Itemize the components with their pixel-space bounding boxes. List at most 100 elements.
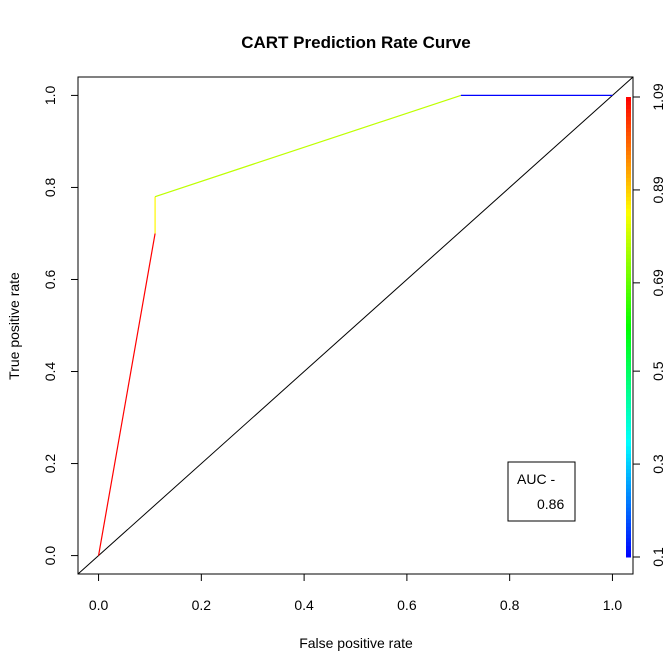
colorbar-segment (626, 330, 631, 336)
colorbar-segment (626, 139, 631, 144)
colorbar-segment (626, 154, 631, 159)
colorbar-segment (626, 373, 631, 378)
colorbar-segment (626, 304, 631, 309)
colorbar-segment (626, 346, 631, 351)
colorbar-segment (626, 537, 631, 543)
colorbar-tick-label: 0.5 (650, 361, 666, 381)
colorbar-segment (626, 399, 631, 405)
colorbar-segment (626, 499, 631, 504)
colorbar-segment (626, 173, 631, 178)
colorbar-segment (626, 453, 631, 458)
colorbar-segment (626, 189, 631, 194)
colorbar-segment (626, 403, 631, 408)
x-tick-label: 0.6 (397, 597, 417, 613)
x-tick-label: 0.2 (192, 597, 212, 613)
colorbar-segment (626, 503, 631, 508)
colorbar-segment (626, 465, 631, 470)
colorbar-segment (626, 380, 631, 385)
colorbar-segment (626, 384, 631, 389)
colorbar-segment (626, 100, 631, 106)
colorbar-segment (626, 127, 631, 132)
colorbar-segment (626, 430, 631, 435)
legend-line-1: AUC - (517, 471, 555, 487)
colorbar-segment (626, 258, 631, 263)
colorbar-segment (626, 480, 631, 485)
colorbar-segment (626, 311, 631, 316)
colorbar-segment (626, 112, 631, 117)
colorbar-segment (626, 307, 631, 313)
colorbar-segment (626, 338, 631, 343)
colorbar-segment (626, 350, 631, 355)
colorbar-segment (626, 518, 631, 523)
colorbar-segment (626, 235, 631, 240)
colorbar-segment (626, 472, 631, 477)
y-tick-label: 1.0 (42, 85, 58, 105)
colorbar-segment (626, 484, 631, 489)
colorbar-segment (626, 422, 631, 428)
colorbar-segment (626, 215, 631, 221)
colorbar-segment (626, 273, 631, 278)
colorbar-segment (626, 361, 631, 366)
colorbar-segment (626, 353, 631, 359)
colorbar-segment (626, 369, 631, 374)
colorbar-segment (626, 396, 631, 401)
colorbar-segment (626, 196, 631, 201)
legend-box (507, 461, 576, 522)
colorbar-segment (626, 208, 631, 213)
colorbar-segment (626, 426, 631, 431)
colorbar-segment (626, 388, 631, 393)
colorbar-segment (626, 123, 631, 129)
colorbar-segment (626, 541, 631, 546)
chart-title: CART Prediction Rate Curve (241, 33, 471, 52)
colorbar-segment (626, 284, 631, 290)
colorbar-segment (626, 357, 631, 362)
colorbar-segment (626, 181, 631, 186)
x-axis-label: False positive rate (299, 635, 413, 651)
colorbar-segment (626, 227, 631, 232)
colorbar-segment (626, 135, 631, 140)
colorbar-segment (626, 131, 631, 136)
colorbar-segment (626, 204, 631, 209)
colorbar-segment (626, 219, 631, 224)
x-axis: 0.0 0.2 0.4 0.6 0.8 1.0 (89, 573, 623, 613)
colorbar-segment (626, 296, 631, 301)
colorbar-segment (626, 177, 631, 182)
colorbar-segment (626, 166, 631, 171)
colorbar-segment (626, 468, 631, 474)
colorbar-segment (626, 192, 631, 198)
colorbar-tick-label: 1.09 (650, 83, 666, 110)
colorbar-tick-label: 0.69 (650, 269, 666, 296)
x-tick-label: 1.0 (603, 597, 623, 613)
colorbar-segment (626, 281, 631, 286)
colorbar-segment (626, 158, 631, 163)
auc-legend: AUC - 0.86 (507, 461, 576, 522)
colorbar-segment (626, 104, 631, 109)
y-tick-label: 0.4 (42, 362, 58, 382)
colorbar-segment (626, 534, 631, 539)
colorbar-segment (626, 146, 631, 152)
colorbar-segment (626, 461, 631, 466)
colorbar-segment (626, 246, 631, 251)
colorbar-segment (626, 407, 631, 412)
colorbar-segment (626, 419, 631, 424)
colorbar-segment (626, 288, 631, 293)
y-tick-label: 0.8 (42, 178, 58, 198)
colorbar-segment (626, 143, 631, 148)
colorbar-segment (626, 277, 631, 282)
colorbar-segment (626, 553, 631, 558)
colorbar-segment (626, 242, 631, 247)
colorbar-segment (626, 185, 631, 190)
colorbar-segment (626, 223, 631, 228)
colorbar-segment (626, 300, 631, 305)
colorbar-tick-label: 0.1 (650, 547, 666, 567)
colorbar-segment (626, 530, 631, 535)
y-tick-label: 0.2 (42, 454, 58, 474)
colorbar-segment (626, 120, 631, 125)
y-axis: 0.0 0.2 0.4 0.6 0.8 1.0 (42, 85, 78, 565)
y-tick-label: 0.0 (42, 546, 58, 566)
colorbar-segment (626, 511, 631, 516)
colorbar-segment (626, 292, 631, 297)
colorbar-segment (626, 411, 631, 416)
colorbar-segment (626, 449, 631, 454)
